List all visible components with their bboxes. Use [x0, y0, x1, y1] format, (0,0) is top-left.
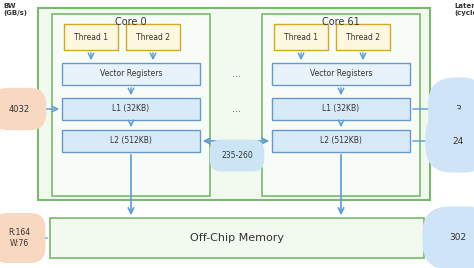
Bar [50, 218, 424, 258]
Text: 4032: 4032 [9, 105, 29, 114]
Bar [274, 24, 328, 50]
Text: 3: 3 [455, 105, 461, 114]
Bar [126, 24, 180, 50]
Text: 302: 302 [449, 233, 466, 243]
Text: 235-260: 235-260 [221, 151, 253, 160]
Bar [52, 14, 210, 196]
Text: L1 (32KB): L1 (32KB) [112, 105, 150, 114]
Text: Core 0: Core 0 [115, 17, 147, 27]
Text: Latency
(cycles): Latency (cycles) [455, 3, 474, 16]
Text: Vector Registers: Vector Registers [310, 69, 372, 79]
Text: Thread 1: Thread 1 [74, 32, 108, 42]
Bar [272, 63, 410, 85]
Text: BW
(GB/s): BW (GB/s) [3, 3, 27, 16]
Bar [62, 98, 200, 120]
Text: ...: ... [233, 104, 241, 114]
Bar [262, 14, 420, 196]
Text: L2 (512KB): L2 (512KB) [320, 136, 362, 146]
Text: Core 61: Core 61 [322, 17, 360, 27]
Text: L2 (512KB): L2 (512KB) [110, 136, 152, 146]
Text: Off-Chip Memory: Off-Chip Memory [190, 233, 284, 243]
Bar [62, 130, 200, 152]
Bar [336, 24, 390, 50]
Text: Vector Registers: Vector Registers [100, 69, 162, 79]
Bar [62, 63, 200, 85]
Text: L1 (32KB): L1 (32KB) [322, 105, 360, 114]
Text: ...: ... [233, 69, 241, 79]
Bar [64, 24, 118, 50]
Text: Thread 2: Thread 2 [136, 32, 170, 42]
Bar [272, 130, 410, 152]
Text: Thread 1: Thread 1 [284, 32, 318, 42]
Bar [272, 98, 410, 120]
Text: R:164
W:76: R:164 W:76 [8, 228, 30, 248]
Text: 24: 24 [452, 136, 464, 146]
Bar [38, 8, 430, 200]
Text: Thread 2: Thread 2 [346, 32, 380, 42]
